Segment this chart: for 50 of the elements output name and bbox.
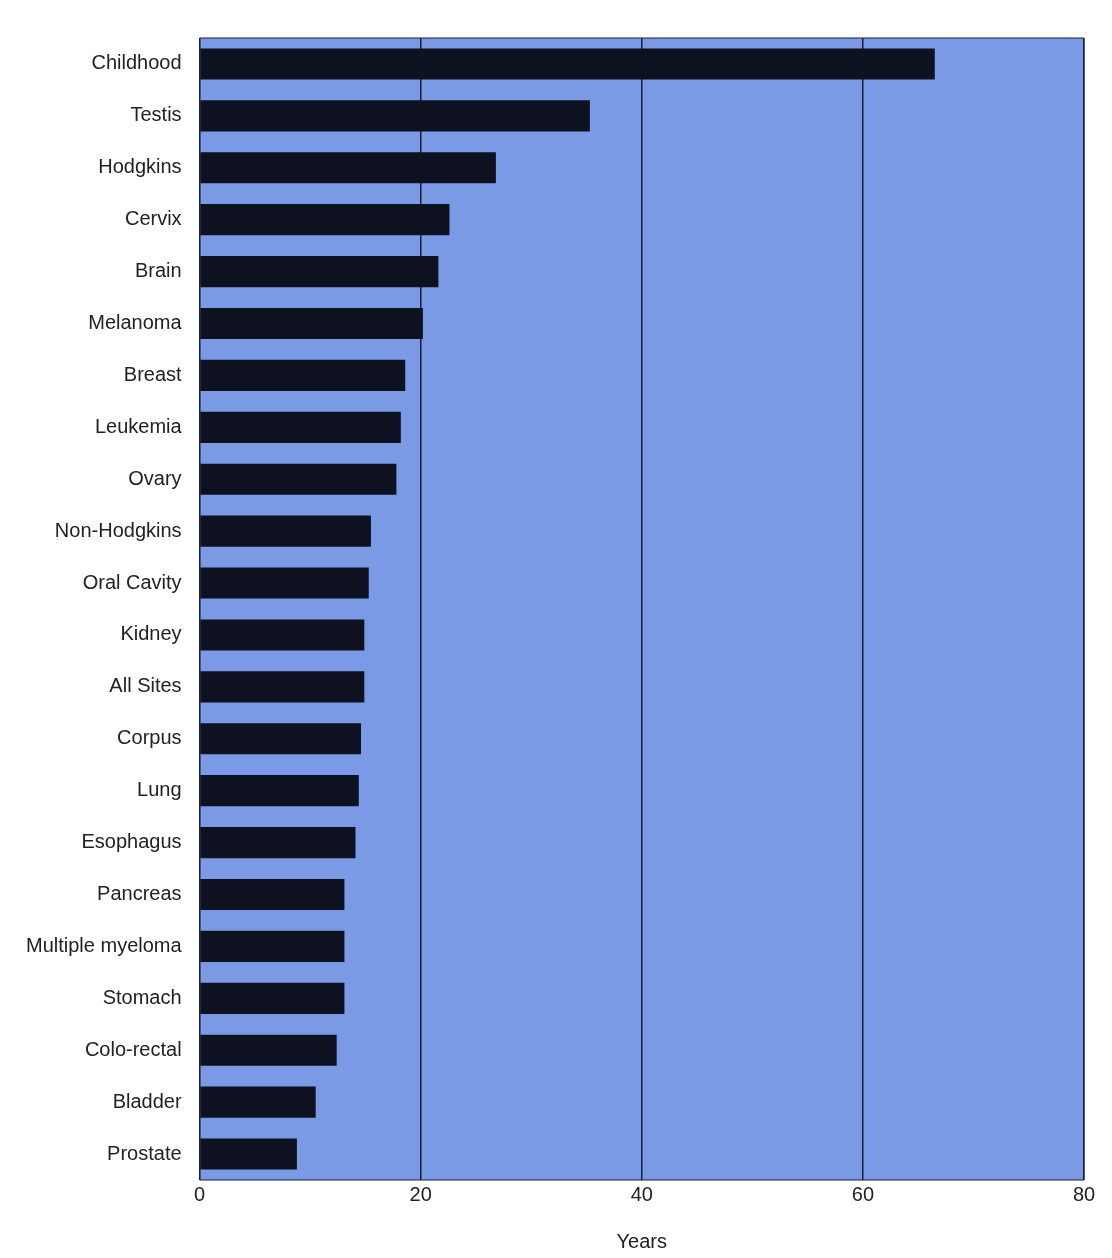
y-tick-label: Cervix [124,207,182,230]
y-tick-label: Kidney [120,622,182,645]
bar [200,256,439,288]
y-tick-label: Non-Hodgkins [54,518,182,541]
y-tick-label: Corpus [117,726,182,749]
bar [200,567,369,599]
y-tick-label: Oral Cavity [82,570,182,593]
bar [200,1034,337,1066]
bar [200,982,345,1014]
bar [200,878,345,911]
bar [200,204,450,236]
y-tick-label: Stomach [102,985,182,1008]
x-tick-label: 0 [194,1182,206,1205]
y-tick-label: Breast [123,362,183,385]
y-tick-label: Prostate [107,1141,182,1164]
x-tick-label: 20 [409,1182,432,1205]
y-tick-label: All Sites [109,674,182,697]
y-tick-label: Colo-rectal [84,1037,182,1060]
x-tick-label: 80 [1072,1182,1096,1205]
y-tick-label: Lung [137,778,182,801]
bar [200,411,401,443]
y-tick-label: Pancreas [97,882,182,905]
bar [200,619,365,651]
y-tick-label: Melanoma [88,311,183,334]
bar [200,775,359,807]
bar [200,1138,297,1170]
x-tick-label: 60 [851,1182,875,1205]
bar [200,152,496,184]
bar [200,48,935,80]
y-tick-label: Brain [134,259,182,282]
bar [200,723,362,755]
bar [200,515,371,547]
y-tick-label: Bladder [112,1089,182,1112]
y-tick-label: Esophagus [81,830,182,853]
y-tick-label: Ovary [128,466,182,489]
bar [200,100,590,132]
y-tick-label: Testis [130,103,182,126]
bar [200,307,423,340]
y-tick-label: Childhood [91,51,182,74]
bar [200,463,397,495]
y-tick-label: Multiple myeloma [26,933,183,956]
x-axis-title: Years [616,1229,668,1252]
y-tick-label: Leukemia [94,414,183,437]
x-tick-label: 40 [630,1182,653,1205]
bar [200,930,345,962]
bar [200,1086,316,1118]
bar [200,359,406,391]
y-tick-label: Hodgkins [98,155,182,178]
bar [200,671,365,703]
bar [200,827,356,859]
